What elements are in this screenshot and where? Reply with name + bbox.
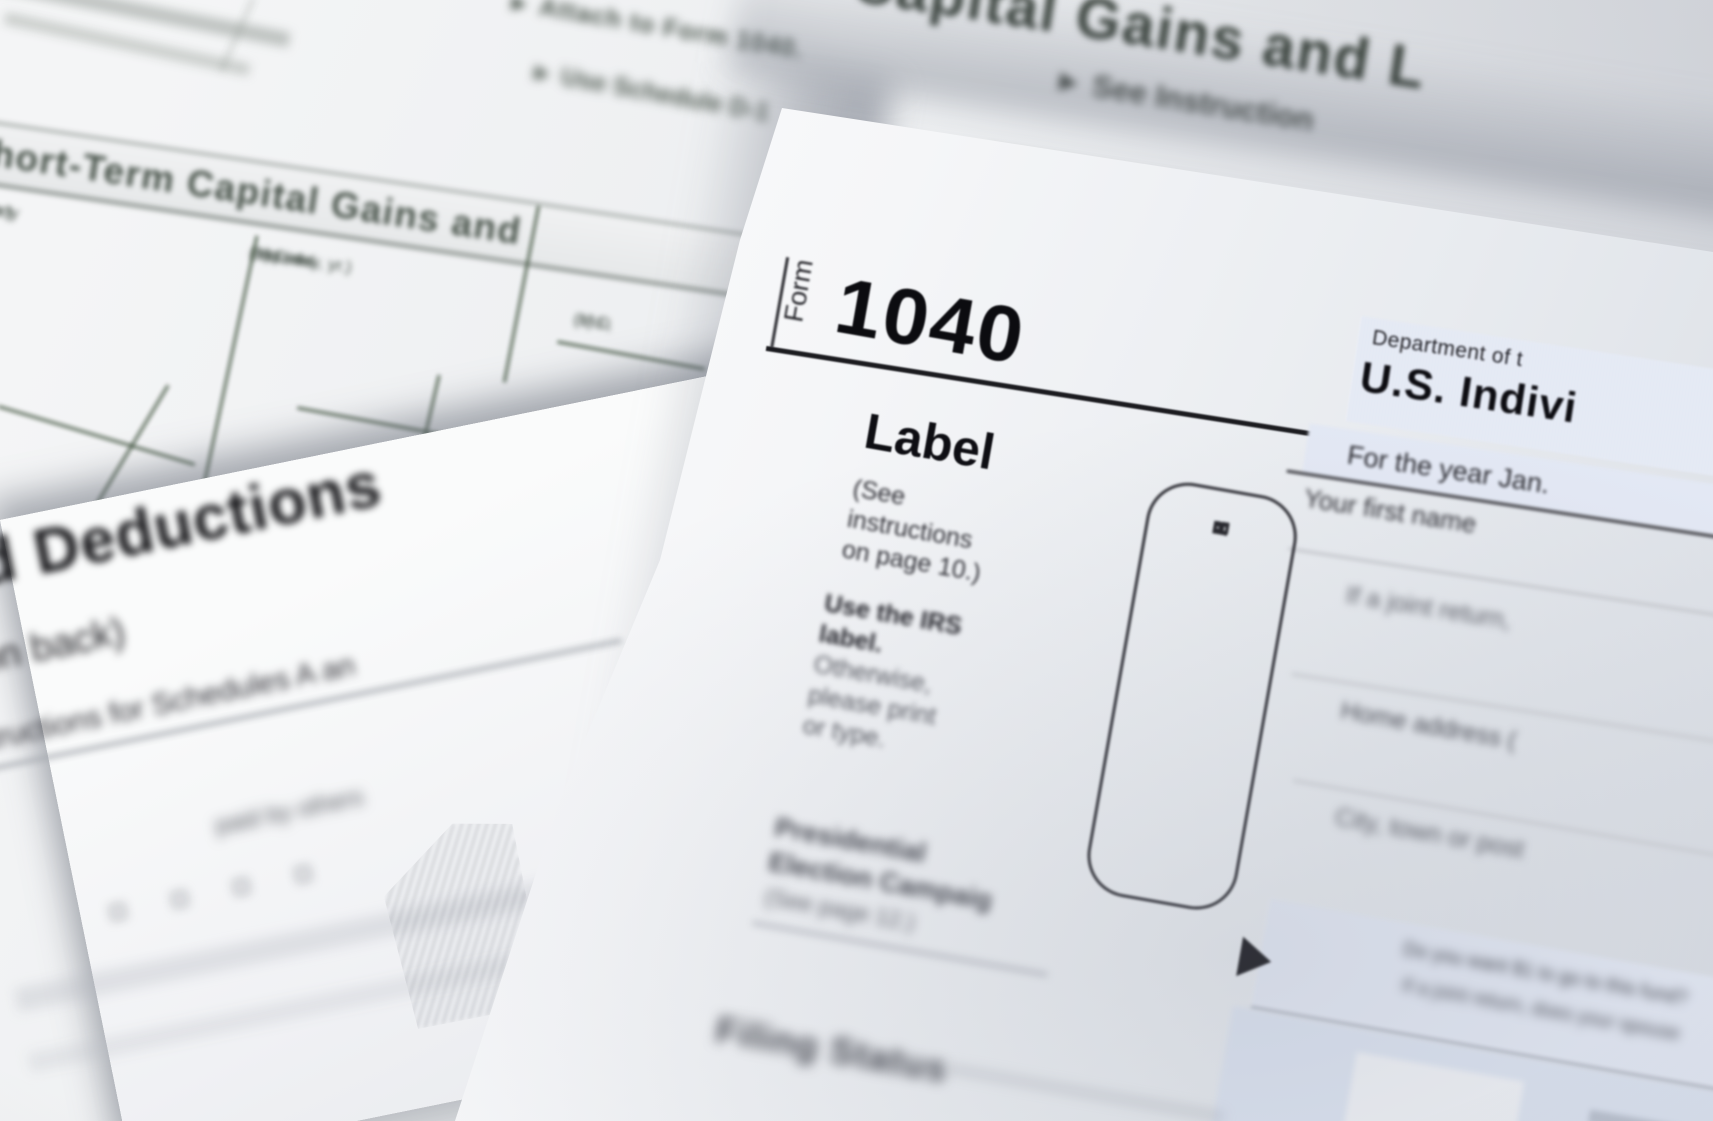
deductions-row-fragment: paid by others xyxy=(212,783,366,840)
blurred-checkbox-row xyxy=(109,865,313,921)
